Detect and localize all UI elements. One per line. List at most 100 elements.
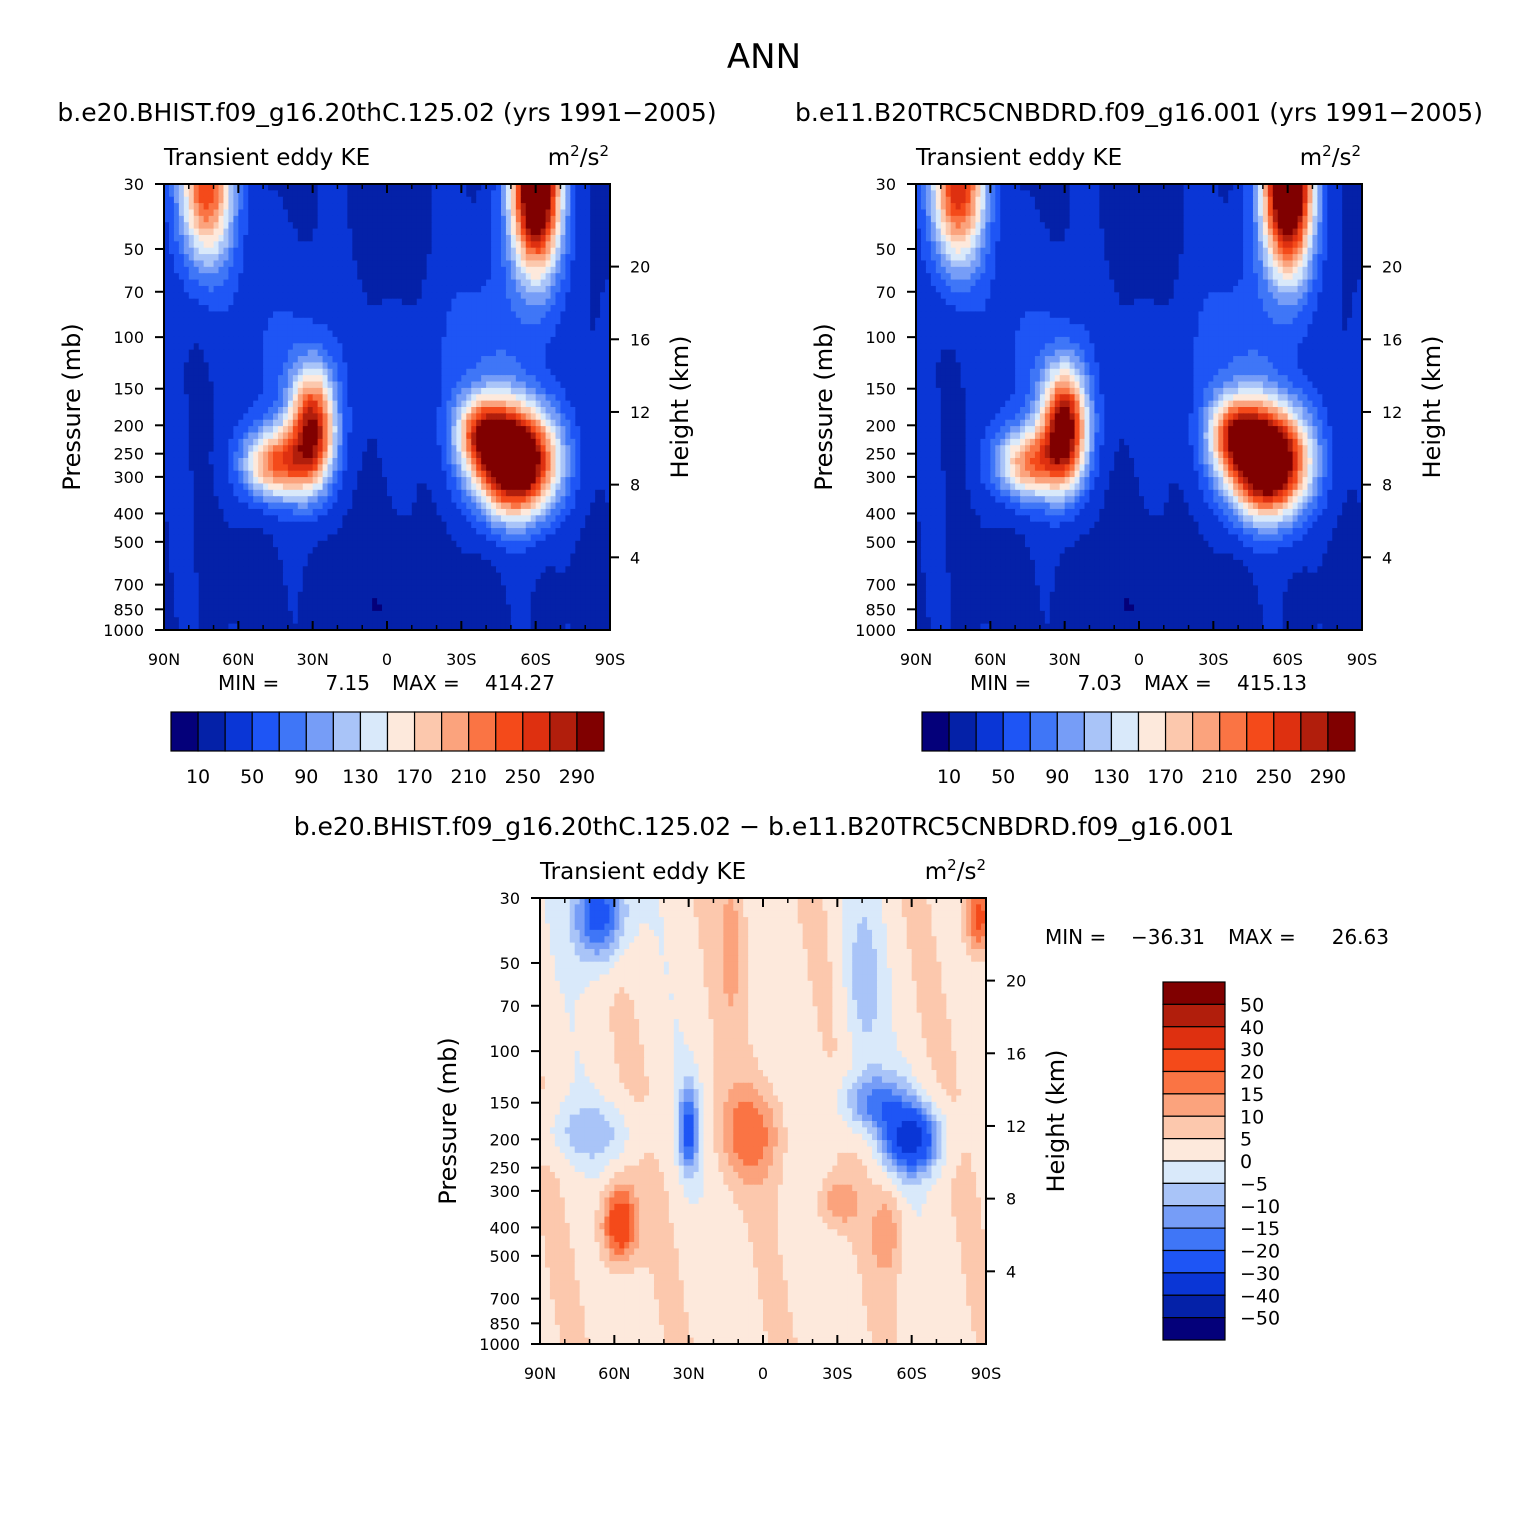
contour-cell bbox=[466, 317, 472, 325]
contour-cell bbox=[268, 426, 274, 434]
contour-cell bbox=[382, 375, 388, 383]
contour-cell bbox=[605, 407, 611, 414]
contour-cell bbox=[535, 203, 542, 211]
contour-cell bbox=[213, 241, 220, 249]
contour-cell bbox=[585, 292, 591, 300]
contour-cell bbox=[337, 508, 343, 516]
contour-cell bbox=[312, 521, 319, 529]
contour-cell bbox=[481, 426, 487, 434]
contour-cell bbox=[491, 413, 497, 421]
contour-cell bbox=[327, 400, 334, 408]
contour-cell bbox=[401, 305, 408, 313]
contour-cell bbox=[545, 496, 552, 504]
contour-cell bbox=[446, 394, 453, 402]
contour-cell bbox=[277, 381, 284, 389]
contour-cell bbox=[263, 496, 269, 504]
contour-cell bbox=[391, 426, 398, 434]
contour-cell bbox=[466, 419, 472, 427]
contour-cell bbox=[565, 470, 571, 478]
contour-cell bbox=[183, 266, 190, 274]
contour-cell bbox=[362, 375, 368, 383]
contour-cell bbox=[545, 234, 552, 242]
contour-cell bbox=[302, 324, 309, 332]
contour-cell bbox=[431, 184, 438, 191]
contour-cell bbox=[486, 445, 492, 453]
contour-cell bbox=[362, 381, 368, 389]
contour-cell bbox=[481, 483, 487, 491]
contour-cell bbox=[416, 234, 423, 242]
contour-cell bbox=[510, 445, 517, 453]
contour-cell bbox=[203, 330, 210, 338]
contour-cell bbox=[396, 324, 403, 332]
contour-cell bbox=[203, 477, 210, 485]
contour-cell bbox=[595, 356, 601, 363]
contour-cell bbox=[238, 394, 244, 402]
contour-cell bbox=[243, 285, 249, 293]
contour-cell bbox=[238, 483, 244, 491]
contour-cell bbox=[347, 375, 353, 383]
contour-cell bbox=[496, 228, 502, 236]
contour-cell bbox=[510, 254, 517, 262]
contour-cell bbox=[382, 228, 388, 236]
contour-cell bbox=[466, 407, 472, 414]
contour-cell bbox=[471, 222, 477, 230]
contour-cell bbox=[322, 311, 329, 319]
contour-cell bbox=[208, 470, 215, 478]
contour-cell bbox=[198, 266, 205, 274]
contour-cell bbox=[476, 400, 482, 408]
contour-cell bbox=[173, 489, 180, 497]
contour-cell bbox=[263, 247, 269, 255]
contour-cell bbox=[421, 419, 428, 427]
contour-cell bbox=[481, 330, 487, 338]
contour-cell bbox=[421, 496, 428, 504]
contour-cell bbox=[198, 496, 205, 504]
contour-cell bbox=[258, 349, 264, 357]
contour-cell bbox=[486, 502, 492, 510]
contour-cell bbox=[183, 432, 190, 440]
contour-cell bbox=[193, 387, 200, 395]
contour-cell bbox=[277, 400, 284, 408]
contour-cell bbox=[307, 311, 314, 319]
contour-cell bbox=[357, 413, 363, 421]
contour-cell bbox=[560, 426, 566, 434]
contour-cell bbox=[178, 285, 185, 293]
contour-cell bbox=[555, 279, 562, 287]
contour-cell bbox=[332, 356, 339, 363]
contour-cell bbox=[168, 413, 175, 421]
contour-cell bbox=[352, 298, 358, 306]
contour-cell bbox=[258, 324, 264, 332]
contour-cell bbox=[461, 349, 467, 357]
contour-cell bbox=[500, 483, 507, 491]
contour-cell bbox=[605, 464, 611, 472]
contour-cell bbox=[213, 445, 220, 453]
contour-cell bbox=[357, 228, 363, 236]
contour-cell bbox=[312, 515, 319, 523]
contour-cell bbox=[481, 317, 487, 325]
contour-cell bbox=[441, 292, 448, 300]
contour-cell bbox=[575, 515, 581, 523]
contour-cell bbox=[416, 260, 423, 268]
contour-cell bbox=[401, 445, 408, 453]
contour-cell bbox=[436, 368, 443, 376]
contour-cell bbox=[327, 387, 334, 395]
contour-cell bbox=[421, 413, 428, 421]
contour-cell bbox=[382, 222, 388, 230]
contour-cell bbox=[382, 521, 388, 529]
contour-cell bbox=[451, 273, 457, 281]
contour-cell bbox=[590, 496, 596, 504]
contour-cell bbox=[466, 330, 472, 338]
contour-cell bbox=[282, 298, 289, 306]
contour-cell bbox=[446, 502, 453, 510]
contour-cell bbox=[253, 381, 259, 389]
contour-cell bbox=[198, 470, 205, 478]
contour-cell bbox=[282, 451, 289, 459]
contour-cell bbox=[560, 279, 566, 287]
contour-cell bbox=[466, 521, 472, 529]
contour-cell bbox=[481, 215, 487, 223]
contour-cell bbox=[461, 489, 467, 497]
contour-cell bbox=[391, 381, 398, 389]
contour-cell bbox=[411, 413, 418, 421]
contour-cell bbox=[337, 394, 343, 402]
contour-cell bbox=[580, 190, 586, 198]
contour-cell bbox=[347, 241, 353, 249]
